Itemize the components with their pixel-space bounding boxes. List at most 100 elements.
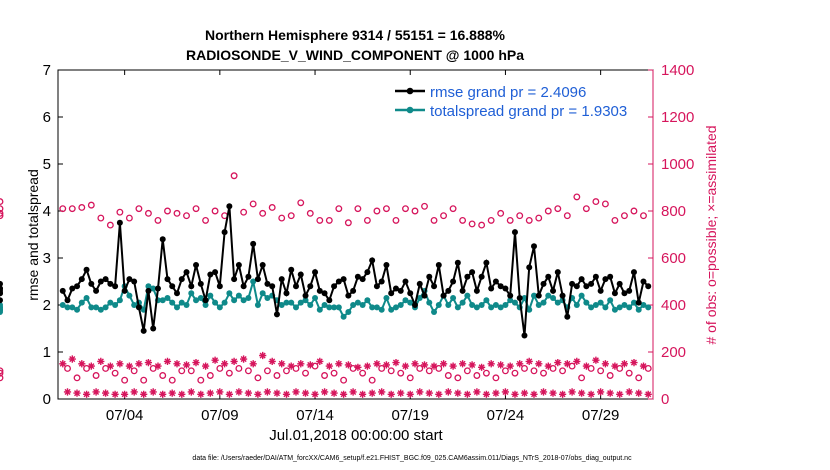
rmse-point — [407, 290, 414, 297]
rmse-point — [592, 273, 599, 280]
obs-assimilated-point — [425, 389, 433, 397]
rmse-point — [602, 276, 609, 283]
rmse-point — [97, 278, 104, 285]
obs-possible-point — [335, 205, 343, 213]
totalspread-point — [93, 304, 100, 311]
totalspread-point — [392, 304, 399, 311]
rmse-point — [212, 269, 219, 276]
obs-assimilated-point — [506, 362, 514, 370]
obs-assimilated-point — [459, 360, 467, 368]
totalspread-point — [178, 299, 185, 306]
obs-possible-point — [106, 221, 114, 229]
obs-possible-point — [630, 207, 638, 215]
rmse-point — [597, 287, 604, 294]
rmse-point — [369, 257, 376, 264]
obs-possible-point — [559, 367, 567, 375]
obs-possible-point — [197, 376, 205, 384]
totalspread-point — [112, 302, 119, 308]
totalspread-point — [350, 302, 357, 308]
obs-assimilated-point — [116, 360, 124, 368]
y-tick-label: 2 — [43, 297, 51, 314]
rmse-point — [364, 269, 371, 276]
obs-assimilated-point — [354, 363, 362, 371]
rmse-point — [112, 283, 119, 290]
rmse-point — [473, 287, 480, 294]
obs-possible-point — [435, 365, 443, 372]
obs-assimilated-point — [325, 362, 333, 370]
rmse-point — [392, 285, 399, 292]
obs-possible-point — [211, 207, 219, 215]
plot-area: 0 1 2 3 4 5 6 7 0 200 400 600 800 1000 1200 1400 07/04 07… — [0, 62, 694, 424]
obs-assimilated-point — [359, 390, 367, 398]
obs-possible-point — [411, 207, 419, 215]
totalspread-point — [278, 302, 285, 308]
rmse-point — [164, 276, 171, 283]
rmse-point — [426, 273, 433, 280]
obs-possible-point — [263, 367, 271, 375]
totalspread-point — [607, 297, 614, 304]
rmse-point — [254, 276, 261, 283]
obs-assimilated-point — [454, 389, 462, 397]
x-tick-label: 07/19 — [391, 407, 429, 424]
obs-assimilated-point — [435, 390, 443, 398]
obs-possible-point — [544, 207, 552, 215]
obs-possible-point — [140, 376, 148, 384]
plot-frame — [57, 69, 654, 400]
totalspread-point — [497, 304, 504, 311]
obs-assimilated-point — [620, 360, 628, 368]
rmse-line — [61, 206, 649, 336]
totalspread-point — [359, 302, 366, 308]
obs-possible-point — [611, 216, 619, 224]
obs-assimilated-point — [530, 390, 538, 398]
rmse-point — [630, 269, 637, 276]
y-tick-label: 3 — [43, 250, 51, 267]
obs-possible-point — [587, 365, 595, 372]
rmse-point — [273, 311, 280, 318]
obs-possible-point — [563, 212, 571, 220]
obs-assimilated-point — [416, 388, 424, 396]
totalspread-point — [207, 292, 214, 299]
rmse-point — [545, 273, 552, 280]
rmse-point — [507, 292, 514, 299]
totalspread-point — [221, 299, 228, 306]
obs-assimilated-point — [106, 362, 114, 370]
obs-possible-point — [449, 205, 457, 213]
totalspread-point — [502, 302, 509, 308]
obs-assimilated-point — [244, 389, 252, 397]
obs-assimilated-point — [397, 389, 405, 397]
obs-assimilated-point — [378, 388, 386, 396]
obs-assimilated-point — [168, 389, 176, 397]
obs-possible-point — [121, 376, 129, 384]
obs-assimilated-point — [211, 356, 219, 364]
y2-tick-label: 1200 — [661, 109, 694, 126]
y2-tick-label: 1000 — [661, 156, 694, 173]
rmse-point — [74, 283, 81, 290]
obs-assimilated-point — [630, 359, 638, 367]
obs-assimilated-point — [473, 388, 481, 396]
obs-assimilated-point — [582, 362, 590, 370]
obs-possible-point — [321, 372, 329, 379]
rmse-point — [554, 269, 561, 276]
obs-assimilated-point — [163, 357, 172, 365]
rmse-point — [102, 276, 109, 283]
rmse-point — [483, 259, 490, 266]
totalspread-point — [235, 292, 242, 299]
rmse-point — [154, 285, 161, 292]
obs-assimilated-point — [492, 389, 500, 397]
obs-assimilated-point — [121, 390, 129, 398]
obs-assimilated-point — [92, 388, 100, 396]
y-tick-label: 1 — [43, 344, 51, 361]
rmse-point — [83, 266, 90, 273]
obs-possible-point — [192, 205, 200, 213]
obs-assimilated-point — [178, 390, 186, 398]
rmse-point — [93, 287, 100, 294]
footer-data-file: data file: /Users/raeder/DAI/ATM_forcXX/… — [192, 455, 632, 462]
totalspread-point — [169, 299, 176, 306]
obs-assimilated-point — [340, 390, 348, 398]
totalspread-point — [464, 292, 471, 299]
obs-possible-point — [582, 205, 590, 213]
obs-possible-point — [620, 212, 628, 220]
obs-assimilated-point — [449, 362, 457, 370]
obs-possible-point — [440, 212, 448, 220]
rmse-point — [611, 290, 618, 297]
